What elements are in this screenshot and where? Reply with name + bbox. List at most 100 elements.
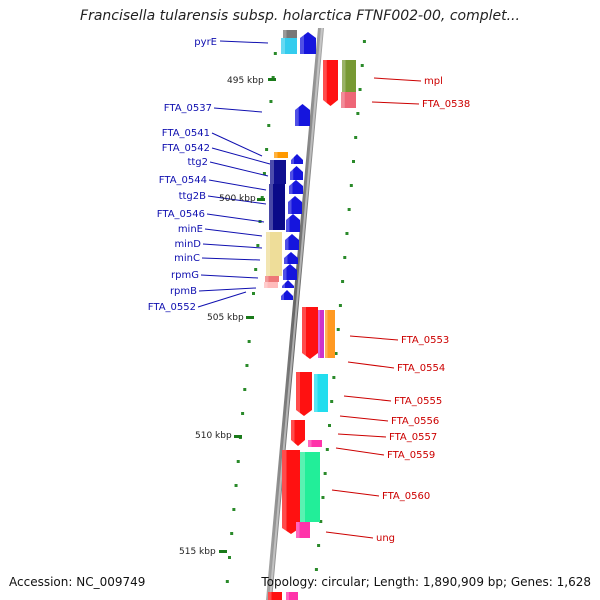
guide-dot [328, 424, 331, 427]
guide-dot [336, 328, 340, 331]
gene-feature [295, 104, 310, 126]
gene-label-FTA_0560[interactable]: FTA_0560 [382, 491, 430, 502]
label-leader-line [197, 291, 247, 308]
gene-feature [342, 60, 356, 92]
gene-arrow-up [285, 234, 299, 250]
gene-label-FTA_0546[interactable]: FTA_0546 [157, 209, 205, 220]
guide-dot [343, 256, 347, 259]
guide-dot [334, 352, 338, 355]
gene-label-ung[interactable]: ung [376, 533, 395, 544]
gene-feature [281, 290, 293, 300]
guide-dot [360, 64, 364, 67]
gene-shine [283, 264, 287, 280]
guide-dot [358, 88, 362, 91]
gene-label-ttg2[interactable]: ttg2 [187, 157, 208, 168]
guide-dot [232, 508, 236, 511]
gene-shine [342, 60, 346, 92]
guide-dot [325, 448, 329, 451]
gene-feature [341, 92, 356, 108]
guide-dot [273, 52, 277, 55]
label-leader-line [213, 107, 263, 113]
label-leader-line [325, 531, 374, 539]
kbp-tick-mark [234, 435, 242, 438]
gene-shine [284, 252, 288, 264]
guide-dot [347, 208, 351, 211]
gene-shine [296, 522, 300, 538]
gene-block [314, 374, 328, 412]
gene-feature [308, 440, 322, 447]
gene-label-FTA_0559[interactable]: FTA_0559 [387, 450, 435, 461]
gene-label-FTA_0542[interactable]: FTA_0542 [162, 143, 210, 154]
gene-arrow-up [295, 104, 310, 126]
gene-block [270, 160, 286, 184]
gene-label-FTA_0557[interactable]: FTA_0557 [389, 432, 437, 443]
gene-label-FTA_0554[interactable]: FTA_0554 [397, 363, 445, 374]
gene-block [266, 232, 282, 276]
gene-label-FTA_0555[interactable]: FTA_0555 [394, 396, 442, 407]
gene-label-mpl[interactable]: mpl [424, 76, 443, 87]
label-leader-line [219, 40, 269, 44]
label-leader-line [200, 274, 259, 279]
gene-label-FTA_0537[interactable]: FTA_0537 [164, 103, 212, 114]
gene-block [283, 30, 297, 38]
gene-shine [295, 104, 299, 126]
gene-label-FTA_0541[interactable]: FTA_0541 [162, 128, 210, 139]
accession-text: Accession: NC_009749 [9, 575, 146, 589]
gene-label-rpmG[interactable]: rpmG [171, 270, 199, 281]
label-leader-line [343, 395, 392, 402]
gene-block [274, 152, 288, 158]
gene-shine [265, 276, 269, 282]
gene-shine [300, 452, 305, 522]
label-leader-line [331, 489, 380, 497]
gene-label-ttg2B[interactable]: ttg2B [179, 191, 207, 202]
gene-arrow-up [281, 290, 293, 300]
gene-feature [296, 522, 310, 538]
gene-shine [300, 32, 304, 54]
gene-label-FTA_0553[interactable]: FTA_0553 [401, 335, 449, 346]
gene-arrow-up [283, 264, 297, 280]
guide-dot [256, 244, 260, 247]
gene-feature [264, 282, 278, 288]
guide-dot [265, 148, 269, 151]
gene-feature [300, 452, 320, 522]
guide-dot [267, 124, 271, 127]
guide-dot [254, 268, 258, 271]
gene-block [264, 282, 278, 288]
gene-label-FTA_0552[interactable]: FTA_0552 [148, 302, 196, 313]
label-leader-line [198, 287, 257, 292]
gene-label-minE[interactable]: minE [178, 224, 203, 235]
gene-shine [302, 307, 306, 359]
gene-block [268, 592, 282, 600]
guide-dot [243, 388, 247, 391]
gene-block [269, 184, 285, 230]
gene-arrow-up [300, 32, 316, 54]
gene-shine [264, 282, 268, 288]
gene-feature [274, 152, 288, 158]
guide-dot [245, 364, 249, 367]
guide-dot [352, 160, 355, 163]
gene-shine [270, 160, 274, 184]
gene-feature [291, 420, 305, 446]
kbp-tick-mark [219, 550, 227, 553]
gene-feature [268, 592, 282, 600]
gene-shine [281, 38, 285, 54]
gene-arrow-down [302, 307, 318, 359]
gene-shine [266, 232, 270, 276]
gene-shine [308, 440, 312, 447]
gene-label-minC[interactable]: minC [174, 253, 200, 264]
gene-label-pyrE[interactable]: pyrE [194, 37, 217, 48]
gene-feature [318, 310, 324, 358]
gene-shine [296, 372, 300, 416]
kbp-tick-mark [246, 316, 254, 319]
gene-label-FTA_0544[interactable]: FTA_0544 [159, 175, 207, 186]
gene-label-minD[interactable]: minD [174, 239, 201, 250]
guide-dot [252, 292, 255, 295]
gene-label-FTA_0556[interactable]: FTA_0556 [391, 416, 439, 427]
gene-arrow-up [286, 214, 300, 232]
guide-dot [241, 412, 245, 415]
kbp-label-500: 500 kbp [219, 194, 256, 204]
gene-label-FTA_0538[interactable]: FTA_0538 [422, 99, 470, 110]
gene-label-rpmB[interactable]: rpmB [170, 286, 197, 297]
label-leader-line [337, 433, 387, 438]
